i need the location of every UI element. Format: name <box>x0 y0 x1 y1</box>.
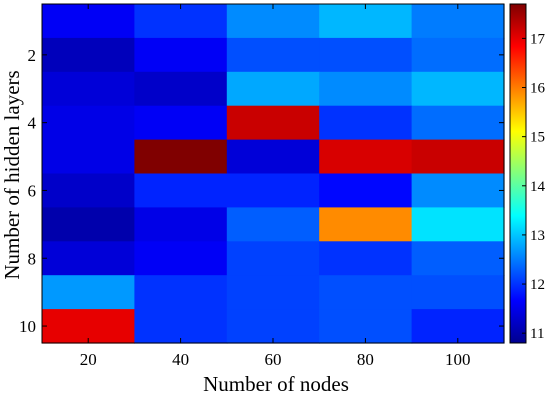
heatmap-cell <box>411 173 505 208</box>
heatmap-cell <box>42 173 135 208</box>
heatmap-cell <box>319 139 413 175</box>
heatmap-cell <box>134 207 228 242</box>
heatmap-cell <box>134 4 228 39</box>
heatmap-cell <box>319 309 413 344</box>
heatmap-cell <box>319 173 413 208</box>
y-tick-label: 6 <box>28 181 37 200</box>
y-tick-label: 10 <box>19 317 36 336</box>
heatmap-cell <box>42 139 135 175</box>
heatmap-cell <box>134 139 228 175</box>
x-tick-label: 60 <box>265 350 282 369</box>
heatmap-cell <box>134 71 228 107</box>
y-tick-label: 8 <box>28 249 37 268</box>
heatmap-cell <box>411 207 505 242</box>
heatmap-cell <box>226 173 320 208</box>
heatmap-cell <box>42 241 135 276</box>
x-tick-label: 40 <box>172 350 189 369</box>
heatmap-cell <box>319 37 413 73</box>
heatmap-cell <box>42 4 135 39</box>
heatmap-cell <box>411 105 505 141</box>
colorbar-tick-label: 13 <box>530 228 545 244</box>
heatmap-cell <box>411 37 505 73</box>
x-tick-label: 80 <box>357 350 374 369</box>
heatmap-cell <box>319 275 413 310</box>
heatmap-cell <box>226 105 320 141</box>
heatmap-cell <box>319 241 413 276</box>
heatmap-cell <box>319 207 413 242</box>
colorbar-tick-label: 16 <box>530 81 546 97</box>
y-tick-label: 4 <box>28 114 37 133</box>
heatmap-cell <box>134 309 228 344</box>
heatmap-cell <box>134 241 228 276</box>
colorbar-tick-label: 12 <box>530 277 545 293</box>
colorbar-ticks: 11 12 13 14 15 16 17 <box>522 31 546 342</box>
heatmap-cell <box>226 275 320 310</box>
heatmap-cell <box>42 207 135 242</box>
heatmap-cell <box>226 4 320 39</box>
colorbar-tick-label: 17 <box>530 31 546 47</box>
x-tick-label: 100 <box>445 350 471 369</box>
heatmap-cell <box>42 105 135 141</box>
heatmap-cell <box>226 207 320 242</box>
colorbar-tick-label: 11 <box>530 326 544 342</box>
x-axis-label: Number of nodes <box>203 372 349 396</box>
heatmap-cell <box>42 37 135 73</box>
colorbar-tick-label: 15 <box>530 130 545 146</box>
heatmap-cell <box>226 37 320 73</box>
heatmap-cell <box>134 275 228 310</box>
heatmap-cell <box>319 105 413 141</box>
heatmap-cell <box>411 139 505 175</box>
heatmap-cells <box>42 4 505 344</box>
y-tick-label: 2 <box>28 46 37 65</box>
y-axis-ticks: 2 4 6 8 10 <box>19 46 504 336</box>
heatmap-cell <box>226 71 320 107</box>
heatmap-cell <box>134 37 228 73</box>
heatmap-cell <box>226 309 320 344</box>
heatmap-cell <box>319 4 413 39</box>
heatmap-cell <box>411 309 505 344</box>
heatmap-cell <box>226 241 320 276</box>
colorbar-tick-label: 14 <box>530 179 546 195</box>
heatmap-cell <box>134 105 228 141</box>
heatmap-cell <box>319 71 413 107</box>
heatmap-cell <box>134 173 228 208</box>
y-axis-label: Number of hidden layers <box>0 70 24 279</box>
heatmap-cell <box>226 139 320 175</box>
heatmap-cell <box>411 71 505 107</box>
colorbar <box>509 3 527 344</box>
x-axis-ticks: 20 40 60 80 100 <box>80 4 471 369</box>
heatmap-cell <box>411 275 505 310</box>
heatmap-cell <box>42 309 135 344</box>
x-tick-label: 20 <box>80 350 97 369</box>
heatmap-cell <box>42 275 135 310</box>
heatmap-cell <box>411 241 505 276</box>
heatmap-cell <box>42 71 135 107</box>
heatmap-cell <box>411 4 505 39</box>
